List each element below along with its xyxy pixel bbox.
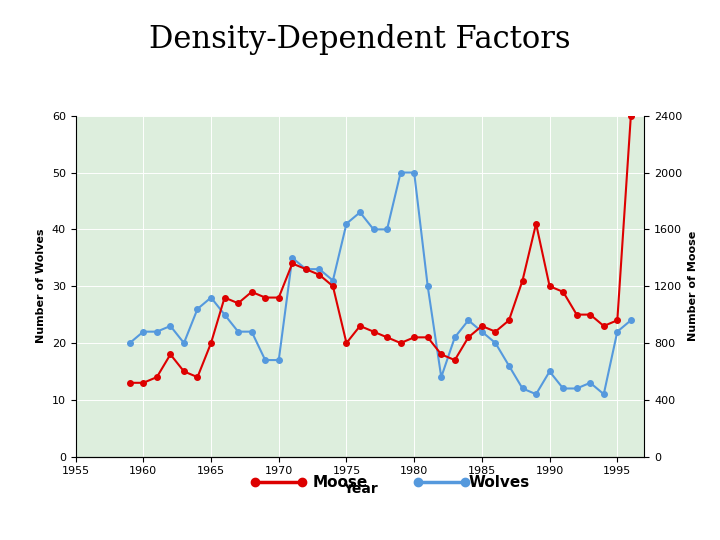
X-axis label: Year: Year — [343, 482, 377, 496]
Text: Density-Dependent Factors: Density-Dependent Factors — [149, 24, 571, 55]
Text: Moose: Moose — [312, 475, 368, 490]
Text: Wolves: Wolves — [468, 475, 529, 490]
Y-axis label: Number of Wolves: Number of Wolves — [36, 229, 46, 343]
Y-axis label: Number of Moose: Number of Moose — [688, 231, 698, 341]
Text: Wolf and Moose Populations on Isle Royale: Wolf and Moose Populations on Isle Royal… — [159, 81, 561, 99]
